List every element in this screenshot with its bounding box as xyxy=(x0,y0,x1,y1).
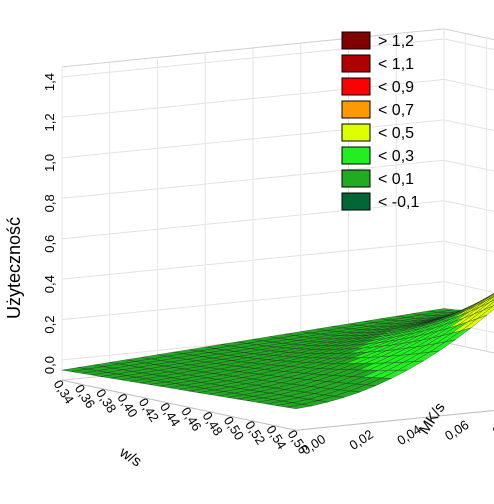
legend-swatch xyxy=(342,124,370,141)
z-gridline xyxy=(62,39,494,89)
legend: > 1,2 < 1,1 < 0,9 < 0,7 < 0,5 < 0,3 < 0,1 < -0,… xyxy=(342,32,419,211)
legend-swatch xyxy=(342,101,370,118)
x-tick-label: 0,34 xyxy=(51,377,77,406)
legend-label: > 1,2 xyxy=(378,33,414,50)
legend-label: < -0,1 xyxy=(378,194,419,211)
z-gridline xyxy=(62,120,494,170)
z-tick-label: 1,0 xyxy=(42,154,57,172)
legend-swatch xyxy=(342,147,370,164)
legend-swatch xyxy=(342,193,370,210)
z-tick-label: 0,8 xyxy=(42,194,57,212)
y-tick-label: 0,06 xyxy=(442,417,471,443)
legend-label: < 0,3 xyxy=(378,148,414,165)
z-gridline xyxy=(62,241,494,291)
z-tick-label: 1,4 xyxy=(42,73,57,91)
z-tick-label: 0,4 xyxy=(42,275,57,293)
z-axis-label: Użyteczność xyxy=(4,217,24,319)
legend-label: < 0,7 xyxy=(378,102,414,119)
legend-swatch xyxy=(342,32,370,49)
z-tick-label: 0,6 xyxy=(42,235,57,253)
z-gridline xyxy=(62,160,494,210)
z-gridline xyxy=(62,79,494,129)
legend-label: < 0,1 xyxy=(378,171,414,188)
y-tick-label: 0,02 xyxy=(347,427,376,453)
z-tick-label: 1,2 xyxy=(42,113,57,131)
legend-label: < 0,9 xyxy=(378,79,414,96)
x-axis-label: w/s xyxy=(116,443,145,470)
z-gridline xyxy=(62,201,494,251)
legend-swatch xyxy=(342,78,370,95)
legend-label: < 0,5 xyxy=(378,125,414,142)
legend-label: < 1,1 xyxy=(378,56,414,73)
surface-mesh xyxy=(62,89,494,409)
y-tick-label: 0,08 xyxy=(490,412,494,438)
legend-swatch xyxy=(342,55,370,72)
z-tick-label: 0,0 xyxy=(42,356,57,374)
z-tick-label: 0,2 xyxy=(42,316,57,334)
legend-swatch xyxy=(342,170,370,187)
